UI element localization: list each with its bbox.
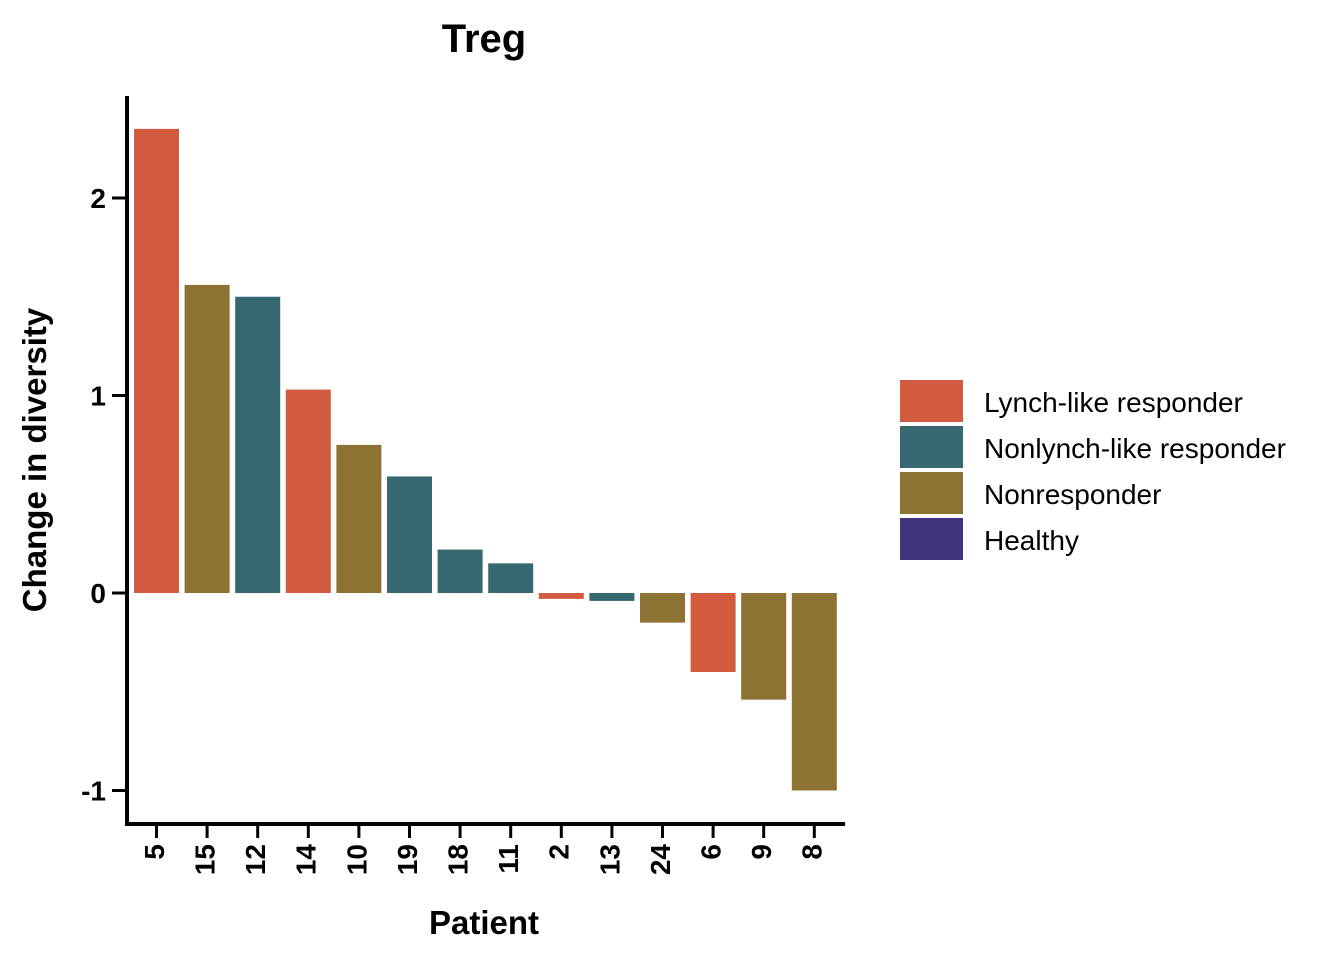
bar-patient-5 [134,128,179,593]
x-tick-label: 18 [442,844,473,875]
x-tick-label: 13 [594,844,625,875]
legend-label: Nonlynch-like responder [984,433,1286,464]
x-tick-label: 19 [392,844,423,875]
legend-swatch [900,426,963,468]
bar-patient-14 [285,389,331,593]
bar-patient-19 [387,476,432,593]
y-tick-label: -1 [81,776,106,807]
bars-group [134,128,837,791]
bar-patient-24 [640,593,685,623]
bar-patient-12 [235,296,281,593]
x-tick-label: 24 [645,844,676,876]
x-axis-title: Patient [429,904,539,941]
legend-swatch [900,472,963,514]
y-tick-label: 2 [90,183,106,214]
legend-label: Nonresponder [984,479,1161,510]
y-axis-title: Change in diversity [16,307,53,612]
y-tick-label: 0 [90,578,106,609]
x-tick-label: 11 [493,844,524,874]
legend-swatch [900,518,963,560]
x-tick-label: 6 [695,844,726,860]
y-ticks-group: -1 0 1 2 [81,183,127,807]
bar-patient-6 [690,593,736,672]
legend-label: Healthy [984,525,1079,556]
x-ticks-group: 5 15 12 14 10 19 18 11 2 13 24 6 9 8 [139,824,828,875]
x-tick-label: 8 [797,844,828,860]
x-tick-label: 12 [240,844,271,875]
bar-patient-10 [336,444,382,593]
chart-title: Treg [442,17,526,61]
bar-patient-8 [791,593,837,791]
bar-patient-15 [184,284,230,593]
bar-patient-11 [488,563,534,593]
x-tick-label: 9 [746,844,777,860]
bar-patient-18 [437,549,483,593]
bar-patient-9 [741,593,787,700]
x-tick-label: 14 [291,844,322,876]
x-tick-label: 5 [139,844,170,860]
x-tick-label: 15 [189,844,220,875]
legend-label: Lynch-like responder [984,387,1243,418]
bar-patient-2 [538,593,584,599]
legend-swatch [900,380,963,422]
x-tick-label: 10 [341,844,372,875]
bar-patient-13 [589,593,635,601]
x-tick-label: 2 [544,844,575,860]
legend: Lynch-like responder Nonlynch-like respon… [900,380,1286,560]
y-tick-label: 1 [90,381,106,412]
